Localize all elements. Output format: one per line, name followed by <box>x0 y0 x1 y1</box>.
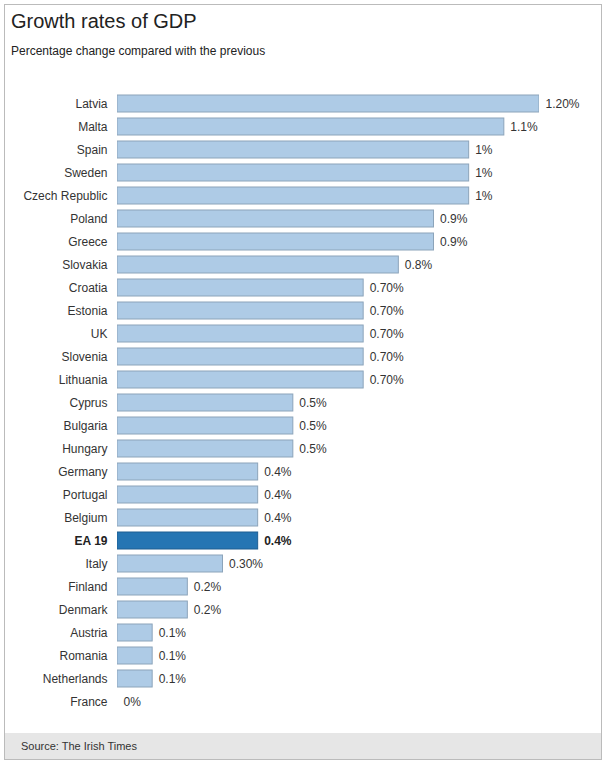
svg-text:0.5%: 0.5% <box>299 419 327 433</box>
svg-text:Bulgaria: Bulgaria <box>63 419 107 433</box>
svg-text:0.9%: 0.9% <box>440 235 468 249</box>
svg-text:0.70%: 0.70% <box>370 304 404 318</box>
svg-text:UK: UK <box>91 327 108 341</box>
svg-text:0.9%: 0.9% <box>440 212 468 226</box>
svg-text:0%: 0% <box>124 695 142 709</box>
svg-text:0.2%: 0.2% <box>194 580 222 594</box>
svg-text:0.8%: 0.8% <box>405 258 433 272</box>
svg-text:Cyprus: Cyprus <box>69 396 107 410</box>
html-text:Percentage change compared wit: Percentage change compared with the prev… <box>11 44 266 58</box>
svg-text:Greece: Greece <box>68 235 108 249</box>
svg-text:0.70%: 0.70% <box>370 350 404 364</box>
svg-text:1%: 1% <box>475 143 493 157</box>
svg-text:0.70%: 0.70% <box>370 281 404 295</box>
svg-text:Croatia: Croatia <box>69 281 108 295</box>
svg-text:Malta: Malta <box>78 120 108 134</box>
svg-text:0.4%: 0.4% <box>264 534 292 548</box>
svg-text:0.5%: 0.5% <box>299 396 327 410</box>
svg-text:Slovenia: Slovenia <box>61 350 107 364</box>
svg-text:Sweden: Sweden <box>64 166 107 180</box>
svg-text:Italy: Italy <box>85 557 107 571</box>
svg-text:1.1%: 1.1% <box>510 120 538 134</box>
svg-text:Austria: Austria <box>70 626 108 640</box>
svg-text:1%: 1% <box>475 166 493 180</box>
svg-text:France: France <box>70 695 108 709</box>
svg-text:0.4%: 0.4% <box>264 465 292 479</box>
svg-text:Romania: Romania <box>59 649 107 663</box>
svg-text:0.1%: 0.1% <box>159 672 187 686</box>
svg-text:Belgium: Belgium <box>64 511 107 525</box>
svg-text:Finland: Finland <box>68 580 107 594</box>
svg-text:0.70%: 0.70% <box>370 373 404 387</box>
svg-text:0.70%: 0.70% <box>370 327 404 341</box>
svg-text:0.4%: 0.4% <box>264 488 292 502</box>
html-text:Source: The Irish Times: Source: The Irish Times <box>21 740 137 752</box>
svg-text:Netherlands: Netherlands <box>43 672 108 686</box>
svg-text:Estonia: Estonia <box>67 304 107 318</box>
svg-text:Slovakia: Slovakia <box>62 258 108 272</box>
svg-text:Poland: Poland <box>70 212 107 226</box>
svg-text:EA 19: EA 19 <box>75 534 108 548</box>
svg-text:0.4%: 0.4% <box>264 511 292 525</box>
svg-text:1.20%: 1.20% <box>546 97 580 111</box>
svg-text:1%: 1% <box>475 189 493 203</box>
svg-text:Latvia: Latvia <box>75 97 107 111</box>
svg-text:Czech Republic: Czech Republic <box>23 189 107 203</box>
svg-text:Denmark: Denmark <box>59 603 109 617</box>
svg-text:0.30%: 0.30% <box>229 557 263 571</box>
html-text:Growth rates of GDP: Growth rates of GDP <box>11 10 197 32</box>
svg-text:0.5%: 0.5% <box>299 442 327 456</box>
svg-text:Lithuania: Lithuania <box>59 373 108 387</box>
svg-text:Germany: Germany <box>58 465 107 479</box>
svg-text:0.1%: 0.1% <box>159 649 187 663</box>
svg-text:0.1%: 0.1% <box>159 626 187 640</box>
svg-text:Portugal: Portugal <box>63 488 108 502</box>
svg-text:Hungary: Hungary <box>62 442 107 456</box>
svg-text:0.2%: 0.2% <box>194 603 222 617</box>
svg-text:Spain: Spain <box>77 143 108 157</box>
